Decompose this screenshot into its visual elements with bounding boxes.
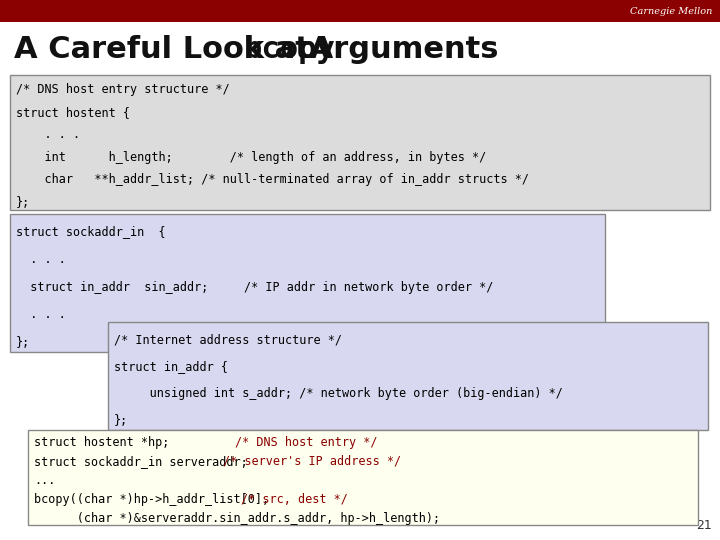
- Text: /* server's IP address */: /* server's IP address */: [223, 455, 401, 468]
- Text: struct sockaddr_in  {: struct sockaddr_in {: [16, 225, 166, 239]
- Text: Arguments: Arguments: [299, 36, 498, 64]
- Text: };: };: [114, 414, 128, 427]
- Bar: [28, 430, 698, 525]
- Text: (char *)&serveraddr.sin_addr.s_addr, hp->h_length);: (char *)&serveraddr.sin_addr.s_addr, hp-…: [34, 512, 440, 525]
- Text: struct hostent {: struct hostent {: [16, 106, 130, 119]
- Bar: [108, 322, 708, 430]
- Text: 21: 21: [696, 519, 712, 532]
- Text: ...: ...: [34, 474, 55, 487]
- Text: bcopy: bcopy: [244, 36, 336, 64]
- Text: struct hostent *hp;: struct hostent *hp;: [34, 436, 269, 449]
- Text: . . .: . . .: [16, 308, 66, 321]
- Text: . . .: . . .: [16, 128, 80, 141]
- Text: bcopy((char *)hp->h_addr_list[0],: bcopy((char *)hp->h_addr_list[0],: [34, 493, 276, 506]
- Text: struct sockaddr_in serveraddr;: struct sockaddr_in serveraddr;: [34, 455, 255, 468]
- Text: /* DNS host entry structure */: /* DNS host entry structure */: [16, 83, 230, 96]
- Bar: [10, 214, 605, 352]
- Text: struct in_addr  sin_addr;     /* IP addr in network byte order */: struct in_addr sin_addr; /* IP addr in n…: [16, 281, 493, 294]
- Text: Carnegie Mellon: Carnegie Mellon: [629, 6, 712, 16]
- Text: /* Internet address structure */: /* Internet address structure */: [114, 333, 342, 346]
- Text: };: };: [16, 195, 30, 208]
- Bar: [0, 0, 720, 22]
- Text: . . .: . . .: [16, 253, 66, 266]
- Text: int      h_length;        /* length of an address, in bytes */: int h_length; /* length of an address, i…: [16, 151, 486, 164]
- Text: struct in_addr {: struct in_addr {: [114, 360, 228, 373]
- Text: /* src, dest */: /* src, dest */: [241, 493, 348, 506]
- Text: char   **h_addr_list; /* null-terminated array of in_addr structs */: char **h_addr_list; /* null-terminated a…: [16, 173, 529, 186]
- Text: A Careful Look at: A Careful Look at: [14, 36, 320, 64]
- Text: unsigned int s_addr; /* network byte order (big-endian) */: unsigned int s_addr; /* network byte ord…: [114, 387, 563, 400]
- Text: };: };: [16, 336, 30, 349]
- Bar: [10, 75, 710, 210]
- Text: /* DNS host entry */: /* DNS host entry */: [235, 436, 378, 449]
